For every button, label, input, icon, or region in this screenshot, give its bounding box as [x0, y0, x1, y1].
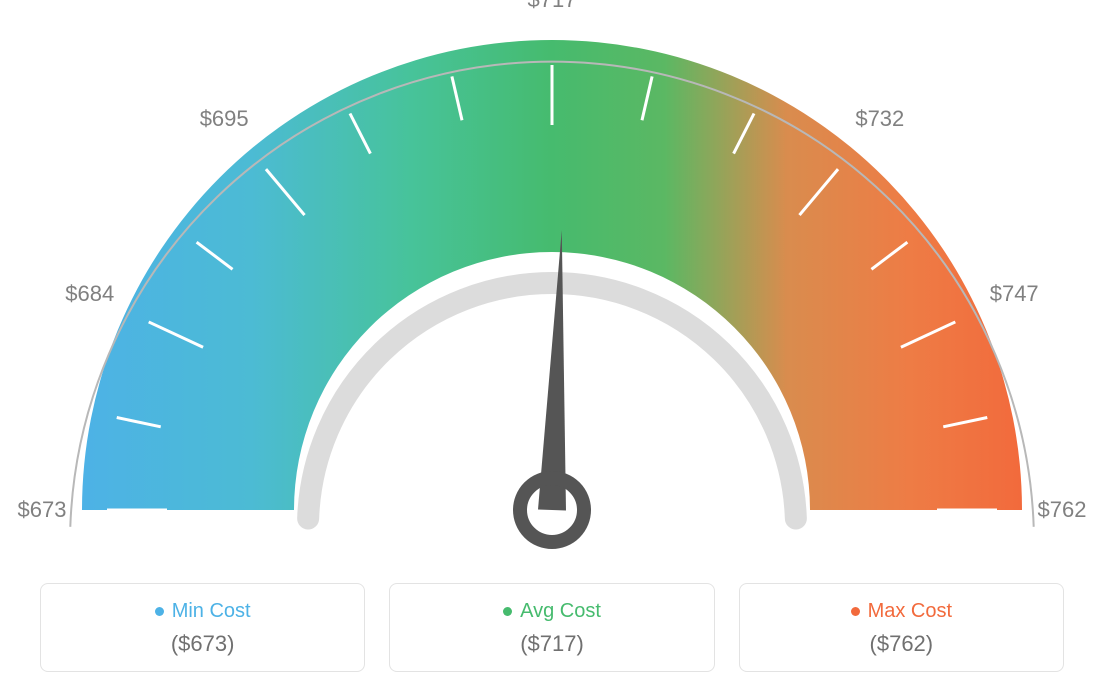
legend-label-row: Avg Cost	[400, 600, 703, 623]
legend-label-row: Max Cost	[750, 600, 1053, 623]
legend-card-min: Min Cost ($673)	[40, 583, 365, 672]
gauge-tick-label: $762	[1038, 497, 1087, 523]
legend-value: ($762)	[750, 631, 1053, 657]
legend-label-row: Min Cost	[51, 600, 354, 623]
legend-label: Min Cost	[172, 600, 251, 623]
gauge: $673 $684 $695 $717 $732 $747 $762	[0, 0, 1104, 560]
gauge-tick-label: $673	[18, 497, 67, 523]
gauge-tick-label: $732	[855, 106, 904, 132]
legend-value: ($673)	[51, 631, 354, 657]
gauge-tick-label: $717	[528, 0, 577, 13]
legend-row: Min Cost ($673) Avg Cost ($717) Max Cost…	[40, 583, 1064, 672]
gauge-tick-label: $695	[200, 106, 249, 132]
legend-label: Max Cost	[868, 600, 952, 623]
legend-label: Avg Cost	[520, 600, 601, 623]
legend-value: ($717)	[400, 631, 703, 657]
legend-card-max: Max Cost ($762)	[739, 583, 1064, 672]
dot-icon	[503, 607, 512, 616]
legend-card-avg: Avg Cost ($717)	[389, 583, 714, 672]
dot-icon	[155, 607, 164, 616]
dot-icon	[851, 607, 860, 616]
gauge-tick-label: $747	[990, 281, 1039, 307]
gauge-tick-label: $684	[65, 281, 114, 307]
chart-container: $673 $684 $695 $717 $732 $747 $762 Min Cost ($…	[0, 0, 1104, 690]
